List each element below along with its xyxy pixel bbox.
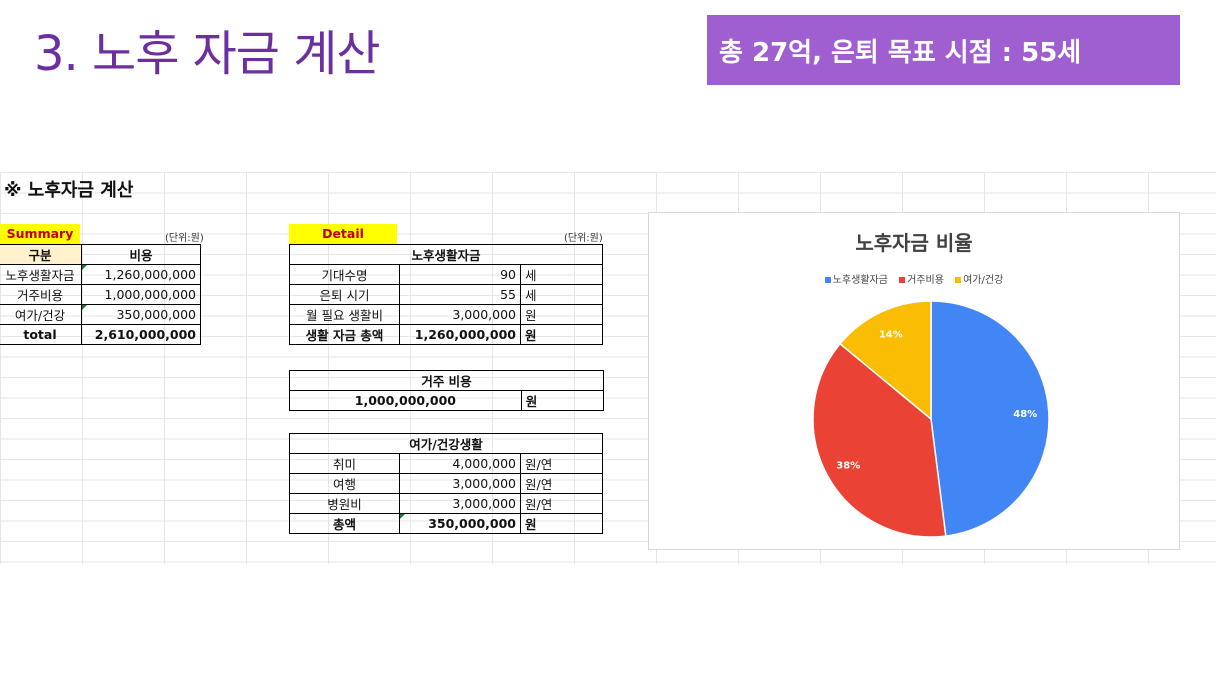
living-cell-value[interactable]: 3,000,000	[399, 304, 521, 325]
leisure-cell-unit[interactable]: 원/연	[520, 473, 603, 494]
summary-cell-name[interactable]: 여가/건강	[0, 304, 82, 325]
legend-swatch	[955, 277, 962, 283]
leisure-total-label[interactable]: 총액	[289, 513, 400, 534]
summary-unit: (단위:원)	[165, 233, 204, 244]
living-total-unit[interactable]: 원	[520, 324, 603, 345]
living-cell-value[interactable]: 90	[399, 264, 521, 285]
chart-title: 노후자금 비율	[855, 231, 973, 255]
leisure-cell-value[interactable]: 3,000,000	[399, 473, 521, 494]
housing-table: 거주 비용 1,000,000,000 원	[289, 370, 605, 411]
living-cell-unit[interactable]: 세	[520, 264, 603, 285]
legend-item: 여가/건강	[955, 275, 1003, 286]
pie-plot: 48% 38% 14%	[812, 300, 1050, 538]
housing-value[interactable]: 1,000,000,000	[289, 390, 522, 411]
pie-data-label-1: 38%	[836, 460, 860, 471]
pie-data-label-2: 14%	[879, 330, 903, 341]
leisure-cell-name[interactable]: 병원비	[289, 493, 400, 514]
living-cell-name[interactable]: 은퇴 시기	[289, 284, 400, 305]
housing-header[interactable]: 거주 비용	[289, 370, 604, 391]
living-cell-unit[interactable]: 원	[520, 304, 603, 325]
leisure-header[interactable]: 여가/건강생활	[289, 433, 603, 454]
summary-banner: 총 27억, 은퇴 목표 시점 : 55세	[707, 15, 1180, 85]
summary-header-category[interactable]: 구분	[0, 244, 82, 265]
leisure-total-unit[interactable]: 원	[520, 513, 603, 534]
leisure-cell-value[interactable]: 4,000,000	[399, 453, 521, 474]
leisure-total-value[interactable]: 350,000,000	[399, 513, 521, 534]
leisure-cell-unit[interactable]: 원/연	[520, 453, 603, 474]
summary-total-label[interactable]: total	[0, 324, 82, 345]
sheet-title: ※ 노후자금 계산	[4, 180, 134, 201]
pie-slice-2[interactable]	[839, 300, 932, 421]
summary-header-cost[interactable]: 비용	[81, 244, 201, 265]
chart-legend: 노후생활자금 거주비용 여가/건강	[649, 271, 1179, 286]
legend-label: 노후생활자금	[832, 275, 888, 286]
legend-item: 노후생활자금	[824, 275, 888, 286]
leisure-cell-name[interactable]: 여행	[289, 473, 400, 494]
pie-data-label-0: 48%	[1013, 409, 1037, 420]
legend-label: 여가/건강	[963, 275, 1004, 286]
detail-label[interactable]: Detail	[289, 224, 397, 244]
living-total-value[interactable]: 1,260,000,000	[399, 324, 521, 345]
pie-slice-0[interactable]	[930, 300, 1050, 537]
leisure-table: 여가/건강생활 취미 4,000,000 원/연 여행 3,000,000 원/…	[289, 433, 603, 534]
living-header[interactable]: 노후생활자금	[289, 244, 603, 265]
summary-cell-name[interactable]: 노후생활자금	[0, 264, 82, 285]
living-total-label[interactable]: 생활 자금 총액	[289, 324, 400, 345]
summary-cell-name[interactable]: 거주비용	[0, 284, 82, 305]
summary-cell-value[interactable]: 350,000,000	[81, 304, 201, 325]
legend-item: 거주비용	[899, 275, 944, 286]
living-cell-unit[interactable]: 세	[520, 284, 603, 305]
summary-total-value[interactable]: 2,610,000,000	[81, 324, 201, 345]
living-cell-name[interactable]: 월 필요 생활비	[289, 304, 400, 325]
living-table: 노후생활자금 기대수명 90 세 은퇴 시기 55 세 월 필요 생활비 3,0…	[289, 244, 603, 345]
leisure-cell-unit[interactable]: 원/연	[520, 493, 603, 514]
living-cell-name[interactable]: 기대수명	[289, 264, 400, 285]
leisure-cell-name[interactable]: 취미	[289, 453, 400, 474]
slide-title: 3. 노후 자금 계산	[34, 26, 381, 82]
summary-label[interactable]: Summary	[0, 224, 80, 244]
legend-swatch	[824, 277, 831, 283]
housing-unit[interactable]: 원	[520, 390, 605, 411]
living-cell-value[interactable]: 55	[399, 284, 521, 305]
legend-swatch	[899, 277, 906, 283]
summary-table: 구분 비용 노후생활자금 1,260,000,000 거주비용 1,000,00…	[0, 244, 201, 345]
leisure-cell-value[interactable]: 3,000,000	[399, 493, 521, 514]
pie-chart[interactable]: 노후자금 비율 노후생활자금 거주비용 여가/건강 48% 38% 14%	[648, 212, 1180, 550]
legend-label: 거주비용	[907, 275, 944, 286]
summary-cell-value[interactable]: 1,260,000,000	[81, 264, 201, 285]
pie-slice-1[interactable]	[812, 342, 947, 538]
detail-unit: (단위:원)	[564, 233, 603, 244]
summary-cell-value[interactable]: 1,000,000,000	[81, 284, 201, 305]
